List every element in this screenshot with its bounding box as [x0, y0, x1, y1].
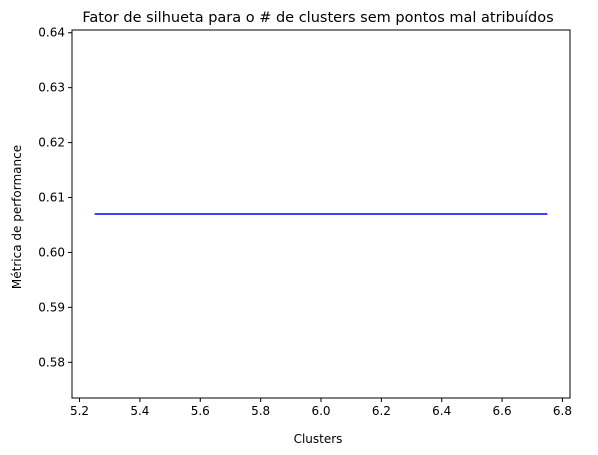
x-tick-label: 5.8 — [251, 404, 270, 418]
x-tick-label: 6.6 — [493, 404, 512, 418]
x-tick-label: 6.0 — [311, 404, 330, 418]
y-tick-label: 0.62 — [38, 136, 65, 150]
y-tick-label: 0.63 — [38, 81, 65, 95]
y-tick-label: 0.58 — [38, 355, 65, 369]
x-tick-label: 5.6 — [191, 404, 210, 418]
y-axis-label: Métrica de performance — [10, 145, 24, 289]
y-tick-label: 0.59 — [38, 300, 65, 314]
x-axis: 5.2 5.4 5.6 5.8 6.0 6.2 6.4 6.6 6.8 — [70, 398, 572, 418]
x-tick-label: 5.2 — [70, 404, 89, 418]
y-tick-label: 0.64 — [38, 26, 65, 40]
y-tick-label: 0.60 — [38, 245, 65, 259]
x-tick-label: 6.8 — [553, 404, 572, 418]
y-tick-label: 0.61 — [38, 191, 65, 205]
chart-title: Fator de silhueta para o # de clusters s… — [82, 10, 553, 26]
x-tick-label: 5.4 — [130, 404, 149, 418]
y-axis: 0.58 0.59 0.60 0.61 0.62 0.63 0.64 — [38, 26, 72, 369]
x-tick-label: 6.4 — [432, 404, 451, 418]
x-tick-label: 6.2 — [372, 404, 391, 418]
x-axis-label: Clusters — [294, 432, 343, 446]
